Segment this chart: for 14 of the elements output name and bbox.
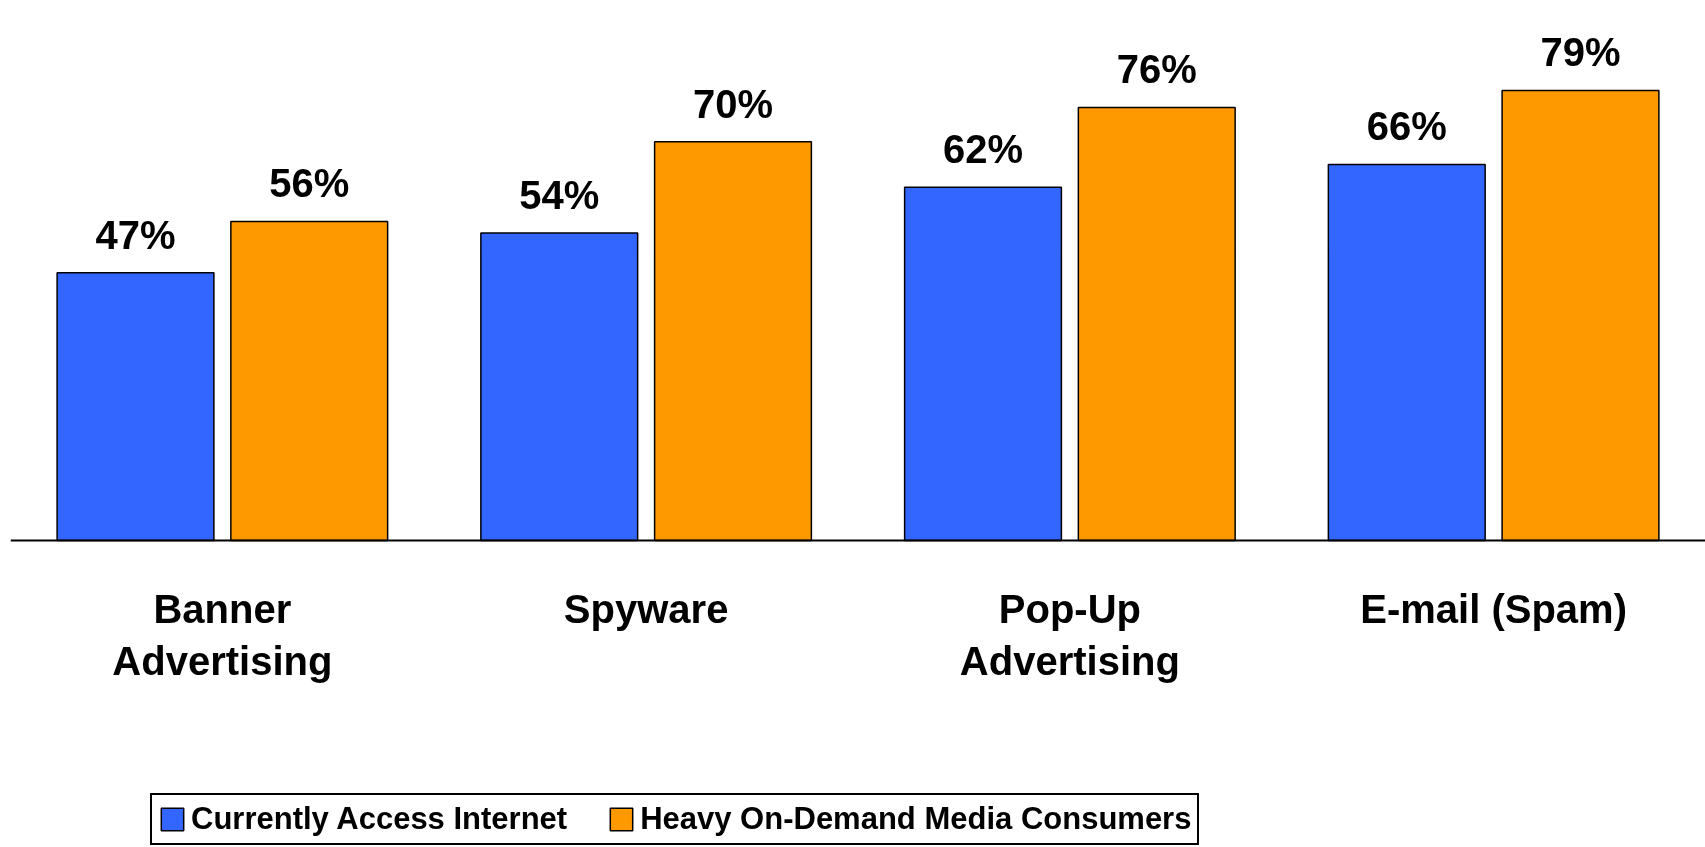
data-label: 47% (95, 212, 176, 257)
data-label: 76% (1116, 47, 1197, 92)
x-tick-label: Banner Advertising (112, 586, 333, 684)
legend-label: Currently Access Internet (191, 801, 568, 837)
data-label: 54% (519, 172, 600, 217)
x-tick-label: E-mail (Spam) (1360, 586, 1627, 631)
x-tick-label: Pop-Up Advertising (959, 586, 1180, 684)
data-label: 62% (942, 127, 1024, 172)
data-label: 79% (1540, 30, 1621, 75)
data-label: 56% (269, 161, 350, 206)
legend-label: Heavy On-Demand Media Consumers (640, 801, 1192, 837)
x-tick-label: Spyware (563, 586, 729, 631)
data-label: 70% (692, 81, 774, 126)
data-label: 66% (1366, 104, 1447, 149)
